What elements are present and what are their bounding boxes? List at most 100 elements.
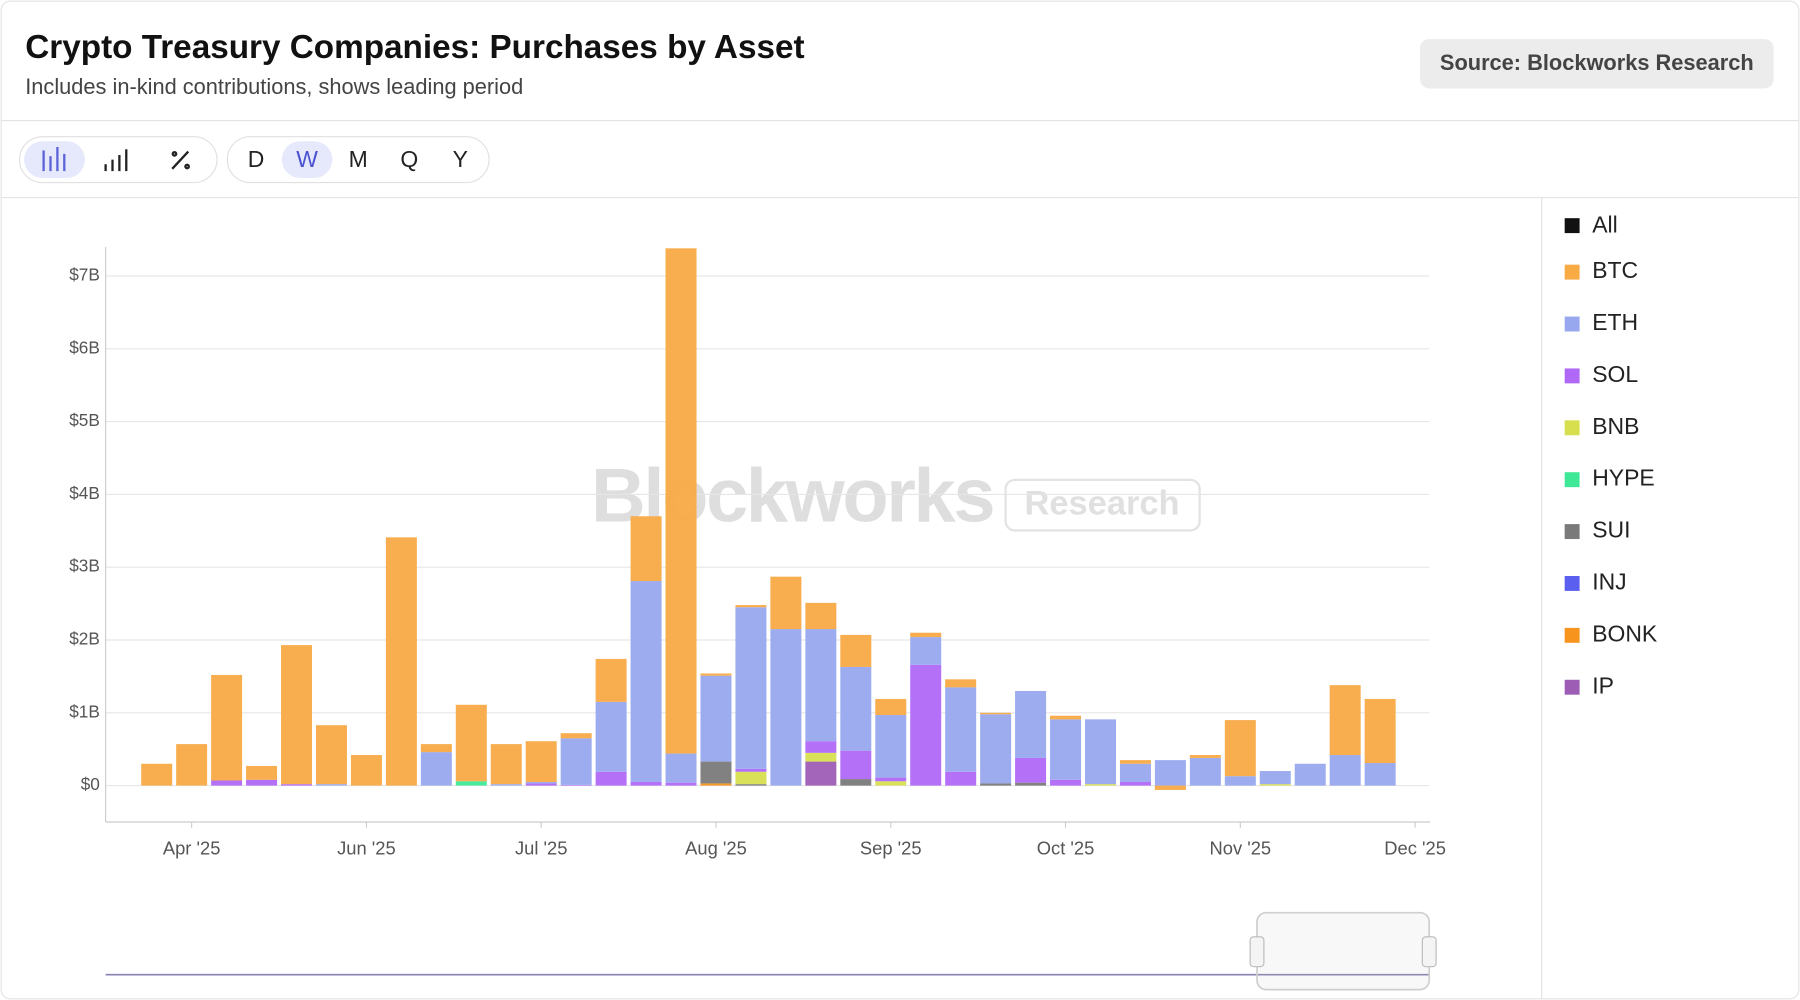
bar-segment xyxy=(1189,757,1221,786)
bar-segment xyxy=(385,537,417,786)
legend-swatch xyxy=(1564,218,1580,234)
bar-segment xyxy=(1015,690,1047,758)
legend-label[interactable]: BTC xyxy=(1592,257,1638,283)
legend-swatch xyxy=(1564,264,1580,280)
x-tick-label: Nov '25 xyxy=(1209,837,1271,858)
bar-segment xyxy=(1364,698,1396,764)
bar-segment xyxy=(490,784,522,786)
bar-segment xyxy=(1224,720,1256,777)
bar-segment xyxy=(735,771,767,785)
legend-swatch xyxy=(1564,679,1580,695)
period-button[interactable]: W xyxy=(296,146,318,172)
navigator-handle[interactable] xyxy=(1249,936,1265,968)
bar-segment xyxy=(630,581,662,782)
bar-segment xyxy=(945,771,977,786)
bar-segment xyxy=(910,664,942,786)
period-button[interactable]: Q xyxy=(400,146,418,172)
bar-segment xyxy=(281,784,313,786)
bar-segment xyxy=(1224,776,1256,786)
bar-segment xyxy=(1119,781,1151,786)
legend-label[interactable]: BONK xyxy=(1592,620,1658,646)
bar-segment xyxy=(525,783,557,786)
stacked-icon[interactable] xyxy=(104,149,128,172)
bar-segment xyxy=(420,752,452,786)
bar-segment xyxy=(1154,785,1186,790)
legend-label[interactable]: All xyxy=(1592,211,1618,237)
bar-segment xyxy=(805,761,837,786)
y-tick-label: $0 xyxy=(81,774,100,794)
legend-label[interactable]: SOL xyxy=(1592,361,1638,387)
bar-segment xyxy=(455,781,487,786)
bar-segment xyxy=(630,781,662,786)
bar-segment xyxy=(595,658,627,702)
bar-segment xyxy=(211,674,243,781)
x-tick-label: Sep '25 xyxy=(860,837,922,858)
bar-segment xyxy=(1259,771,1291,785)
y-tick-label: $1B xyxy=(69,701,100,721)
bar-segment xyxy=(1329,685,1361,756)
legend-swatch xyxy=(1564,368,1580,384)
bar-segment xyxy=(840,634,872,667)
bar-segment xyxy=(560,738,592,785)
legend-label[interactable]: BNB xyxy=(1592,413,1639,439)
bar-segment xyxy=(735,605,767,608)
bar-segment xyxy=(1084,719,1116,785)
bar-segment xyxy=(141,763,173,786)
bar-segment xyxy=(735,784,767,786)
y-tick-label: $7B xyxy=(69,265,100,285)
navigator-handle[interactable] xyxy=(1421,936,1437,968)
bar-segment xyxy=(1119,763,1151,782)
y-tick-label: $6B xyxy=(69,337,100,357)
period-button[interactable]: Y xyxy=(453,146,468,172)
bar-segment xyxy=(1364,763,1396,786)
bar-segment xyxy=(665,248,697,754)
bar-segment xyxy=(420,744,452,753)
legend-label[interactable]: ETH xyxy=(1592,309,1638,335)
bar-segment xyxy=(1154,760,1186,786)
bar-segment xyxy=(665,782,697,786)
legend-label[interactable]: IP xyxy=(1592,672,1614,698)
x-tick-label: Dec '25 xyxy=(1384,837,1446,858)
bar-segment xyxy=(980,783,1012,786)
x-tick-label: Jun '25 xyxy=(337,837,396,858)
percent-icon[interactable] xyxy=(171,150,190,170)
bar-segment xyxy=(770,576,802,630)
bar-segment xyxy=(560,784,592,786)
bar-segment xyxy=(315,725,347,785)
bar-segment xyxy=(805,629,837,742)
period-button[interactable]: M xyxy=(349,146,368,172)
bar-segment xyxy=(1189,755,1221,758)
legend-label[interactable]: INJ xyxy=(1592,569,1626,595)
active-type-bg xyxy=(24,141,85,178)
bar-segment xyxy=(1084,784,1116,786)
bar-segment xyxy=(700,673,732,676)
legend-label[interactable]: HYPE xyxy=(1592,465,1654,491)
bar-segment xyxy=(805,602,837,630)
bar-segment xyxy=(595,771,627,786)
source-text: Source: Blockworks Research xyxy=(1440,50,1754,75)
bar-segment xyxy=(1015,757,1047,783)
bar-segment xyxy=(980,714,1012,784)
legend-swatch xyxy=(1564,524,1580,540)
navigator-window[interactable] xyxy=(1256,911,1431,991)
bar-segment xyxy=(945,687,977,772)
bar-segment xyxy=(875,777,907,782)
bar-segment xyxy=(315,784,347,786)
bar-segment xyxy=(665,753,697,783)
bar-segment xyxy=(1294,763,1326,786)
legend-swatch xyxy=(1564,627,1580,643)
legend-swatch xyxy=(1564,575,1580,591)
period-button[interactable]: D xyxy=(248,146,265,172)
bar-icon[interactable] xyxy=(42,147,66,172)
legend-label[interactable]: SUI xyxy=(1592,517,1630,543)
legend-swatch xyxy=(1564,316,1580,332)
bar-segment xyxy=(630,516,662,582)
bar-segment xyxy=(176,744,208,786)
bar-segment xyxy=(840,666,872,751)
legend: All BTC ETH SOL BNB HYPE SUI INJ BONK IP xyxy=(1564,211,1658,698)
bar-segment xyxy=(805,741,837,753)
bar-segment xyxy=(805,752,837,762)
